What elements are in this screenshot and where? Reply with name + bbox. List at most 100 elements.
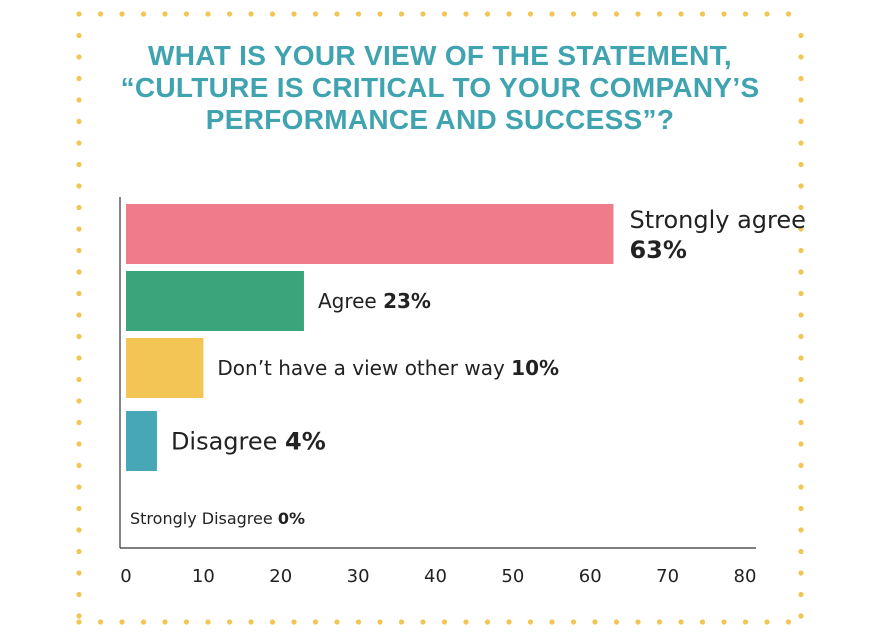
border-dot [441,619,448,625]
border-dot [76,619,82,625]
border-dot [798,290,804,297]
border-dot [398,11,405,17]
border-dot [613,619,620,625]
border-dot [377,619,383,625]
border-dot [798,312,804,318]
border-dot [269,619,276,625]
border-dot [798,613,804,619]
border-dot [355,619,362,625]
bar-value-1: 23% [383,289,431,313]
border-dot [76,484,82,490]
border-dot [463,619,469,625]
border-dot [721,11,727,17]
border-dot [76,527,82,533]
border-dot [785,619,792,625]
border-dot [140,619,147,625]
border-dot [76,32,82,39]
bar-category-2: Don’t have a view other way [217,356,511,380]
border-dot [798,484,804,490]
border-dot [463,11,469,17]
border-dot [76,419,82,426]
border-dot [76,505,82,512]
x-tick-label: 40 [424,566,447,587]
x-tick-label: 60 [579,566,602,587]
border-dot [635,619,641,625]
border-dot [798,570,804,576]
border-dot [76,398,82,404]
border-dot [76,570,82,576]
border-dot [420,619,426,625]
bar-1 [126,271,304,331]
bar-label-3: Disagree 4% [171,428,326,456]
border-dot [119,11,125,17]
border-dot [678,619,684,625]
border-dot [76,591,82,598]
border-dot [798,505,804,512]
x-tick-label: 70 [656,566,679,587]
border-dot [76,97,82,103]
border-dot [76,462,82,469]
border-dot [162,11,168,17]
border-dot [226,11,233,17]
bar-category-4: Strongly Disagree [130,509,278,528]
x-tick-label: 80 [734,566,757,587]
border-dot [76,376,82,383]
border-dot [613,11,620,17]
border-dot [798,247,804,254]
border-dot [183,619,190,625]
border-dot [76,269,82,275]
border-dot [76,355,82,361]
border-dot [764,619,770,625]
border-dot [699,11,706,17]
border-dot [549,11,555,17]
border-dot [798,204,804,211]
border-dot [785,11,792,17]
border-dot [484,11,491,17]
border-dot [798,183,804,189]
border-dot [798,376,804,383]
border-dot [76,75,82,82]
border-dot [76,290,82,297]
border-dot [355,11,362,17]
border-dot [76,312,82,318]
border-dot [140,11,147,17]
border-dot [798,527,804,533]
border-dot [76,226,82,232]
border-dot [162,619,168,625]
border-dot [441,11,448,17]
border-dot [699,619,706,625]
border-dot [97,619,104,625]
border-dot [76,11,82,17]
border-dot [721,619,727,625]
chart-title: WHAT IS YOUR VIEW OF THE STATEMENT, “CUL… [120,40,760,135]
bar-0 [126,204,614,264]
border-dot [798,398,804,404]
border-dot [97,11,104,17]
border-dot [291,619,297,625]
border-dot [798,32,804,39]
border-dot [798,161,804,168]
border-dot [76,161,82,168]
border-dot [226,619,233,625]
border-dot [506,619,512,625]
x-tick-label: 20 [269,566,292,587]
x-tick-label: 0 [120,566,131,587]
border-dot [527,619,534,625]
border-dot [76,140,82,146]
border-dot [764,11,770,17]
border-dot [570,619,577,625]
border-dot [592,11,598,17]
border-dot [592,619,598,625]
bar-label-4: Strongly Disagree 0% [130,509,305,528]
border-dot [798,419,804,426]
border-dot [798,97,804,103]
bar-category-3: Disagree [171,428,285,456]
border-dot [656,11,663,17]
border-dot [119,619,125,625]
border-dot [798,441,804,447]
border-dot [798,54,804,60]
border-dot [420,11,426,17]
bar-3 [126,411,157,471]
bar-2 [126,338,204,398]
